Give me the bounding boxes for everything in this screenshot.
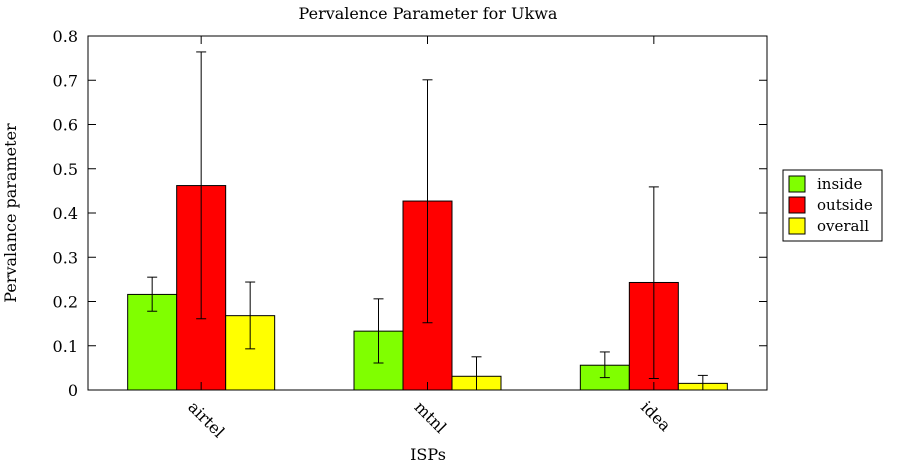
y-tick-label: 0.4: [53, 204, 78, 223]
y-axis-label: Pervalance parameter: [1, 123, 20, 303]
legend: inside outside overall: [782, 169, 883, 242]
legend-swatch-inside: [788, 175, 806, 193]
y-tick-label: 0.7: [53, 71, 78, 90]
legend-label-outside: outside: [817, 196, 873, 214]
x-tick-label-mtnl: mtnl: [411, 397, 451, 437]
y-tick-label: 0.5: [53, 160, 78, 179]
legend-items: inside outside overall: [788, 175, 873, 235]
y-tick-label: 0.1: [53, 337, 78, 356]
x-axis-label: ISPs: [410, 445, 446, 464]
y-tick-label: 0.2: [53, 293, 78, 312]
legend-swatch-outside: [788, 196, 806, 214]
y-tick-label: 0: [68, 381, 78, 400]
legend-swatch-overall: [788, 217, 806, 235]
y-tick-label: 0.3: [53, 248, 78, 267]
error-bars-layer: [147, 51, 708, 391]
chart-title: Pervalence Parameter for Ukwa: [299, 4, 558, 23]
y-tick-label: 0.8: [53, 27, 78, 46]
legend-label-inside: inside: [817, 175, 863, 193]
x-tick-label-idea: idea: [637, 397, 675, 435]
x-tick-label-airtel: airtel: [184, 397, 228, 441]
y-ticks-layer: 0 0.1 0.2 0.3 0.4 0.5 0.6 0.7 0.8: [53, 27, 767, 400]
y-tick-label: 0.6: [53, 116, 78, 135]
legend-label-overall: overall: [817, 217, 869, 235]
